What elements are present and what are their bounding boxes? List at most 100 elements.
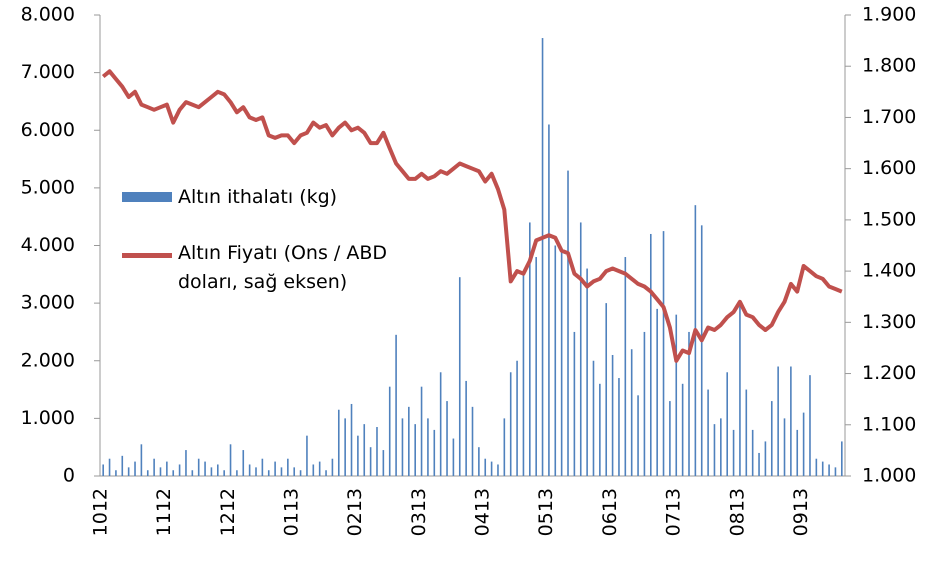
price-line xyxy=(101,69,843,363)
bar xyxy=(573,331,576,476)
x-tick-label: 1112 xyxy=(153,488,175,536)
y2-tick-label: 1.100 xyxy=(862,413,916,435)
bar xyxy=(216,464,219,476)
bar xyxy=(764,441,767,476)
bar xyxy=(643,331,646,476)
bar xyxy=(656,308,658,476)
bar xyxy=(312,464,315,476)
bar xyxy=(681,383,684,476)
bar xyxy=(688,331,690,476)
bar xyxy=(484,458,487,476)
bar xyxy=(809,375,811,476)
y-tick-label: 7.000 xyxy=(21,61,75,83)
bar xyxy=(758,452,760,476)
y-tick-label: 0 xyxy=(63,465,75,487)
bar xyxy=(153,458,155,476)
y2-tick-label: 1.000 xyxy=(862,465,916,487)
bar xyxy=(191,470,194,476)
x-tick-label: 0413 xyxy=(472,488,494,536)
bar xyxy=(783,418,786,476)
bar xyxy=(560,251,563,476)
bar xyxy=(159,467,162,476)
bar xyxy=(828,464,830,476)
x-tick-label: 0913 xyxy=(790,488,812,536)
y-tick-label: 4.000 xyxy=(21,234,75,256)
y-tick-label: 6.000 xyxy=(21,119,75,141)
bar xyxy=(172,470,175,476)
bar xyxy=(751,429,754,476)
bar xyxy=(732,429,735,476)
bar xyxy=(274,461,276,476)
bar xyxy=(102,464,104,476)
bar xyxy=(579,222,582,476)
bar xyxy=(287,458,289,476)
legend-swatch xyxy=(122,192,172,202)
bar xyxy=(261,458,264,476)
bar xyxy=(108,458,111,476)
y2-tick-label: 1.600 xyxy=(862,157,916,179)
x-tick-label: 0713 xyxy=(663,488,685,536)
bar xyxy=(478,447,480,476)
bar xyxy=(554,245,557,476)
y2-tick-label: 1.300 xyxy=(862,311,916,333)
bar xyxy=(363,424,366,476)
y2-tick-label: 1.400 xyxy=(862,260,916,282)
bar xyxy=(255,467,257,476)
bar xyxy=(446,401,448,476)
bar xyxy=(637,395,639,476)
bar xyxy=(707,389,709,476)
y2-tick-label: 1.200 xyxy=(862,362,916,384)
bar xyxy=(541,38,544,477)
bar xyxy=(452,438,455,476)
bar xyxy=(700,225,703,476)
bar xyxy=(694,205,697,476)
bar xyxy=(630,349,633,476)
bar xyxy=(197,458,200,476)
y2-tick-label: 1.800 xyxy=(862,55,916,77)
legend-swatch xyxy=(122,253,172,258)
bar xyxy=(325,470,327,476)
bar xyxy=(236,470,238,476)
bar xyxy=(509,372,512,476)
x-tick-label: 1212 xyxy=(217,488,239,536)
x-tick-label: 0813 xyxy=(726,488,748,536)
y2-tick-label: 1.500 xyxy=(862,208,916,230)
bar xyxy=(720,418,722,476)
bar xyxy=(382,450,385,476)
x-tick-label: 0613 xyxy=(599,488,621,536)
bar xyxy=(522,271,525,476)
bar xyxy=(535,257,537,476)
bar xyxy=(433,429,436,476)
bar xyxy=(841,441,843,476)
bar xyxy=(331,458,334,476)
x-tick-label: 0113 xyxy=(281,488,303,536)
bar xyxy=(223,470,225,476)
x-tick-label: 0513 xyxy=(535,488,557,536)
bar xyxy=(739,300,741,476)
bar xyxy=(503,418,506,476)
bar xyxy=(350,403,353,476)
bar xyxy=(529,222,531,476)
bar xyxy=(420,386,423,476)
bar xyxy=(134,461,136,476)
bar xyxy=(599,383,601,476)
bar xyxy=(408,406,410,476)
y-tick-label: 3.000 xyxy=(21,292,75,314)
bar xyxy=(267,470,270,476)
y2-tick-label: 1.700 xyxy=(862,106,916,128)
bar xyxy=(115,470,117,476)
y-tick-label: 8.000 xyxy=(21,4,75,26)
bar xyxy=(662,231,665,476)
bar xyxy=(376,427,378,476)
y-tick-label: 2.000 xyxy=(21,349,75,371)
bar xyxy=(357,435,359,476)
bar xyxy=(299,470,302,476)
bar xyxy=(675,314,678,476)
bar xyxy=(229,444,232,476)
legend-item: Altın Fiyatı (Ons / ABD doları, sağ ekse… xyxy=(122,242,452,297)
bar xyxy=(146,470,149,476)
bar xyxy=(605,303,608,476)
bar xyxy=(770,401,773,476)
bar xyxy=(649,233,652,476)
